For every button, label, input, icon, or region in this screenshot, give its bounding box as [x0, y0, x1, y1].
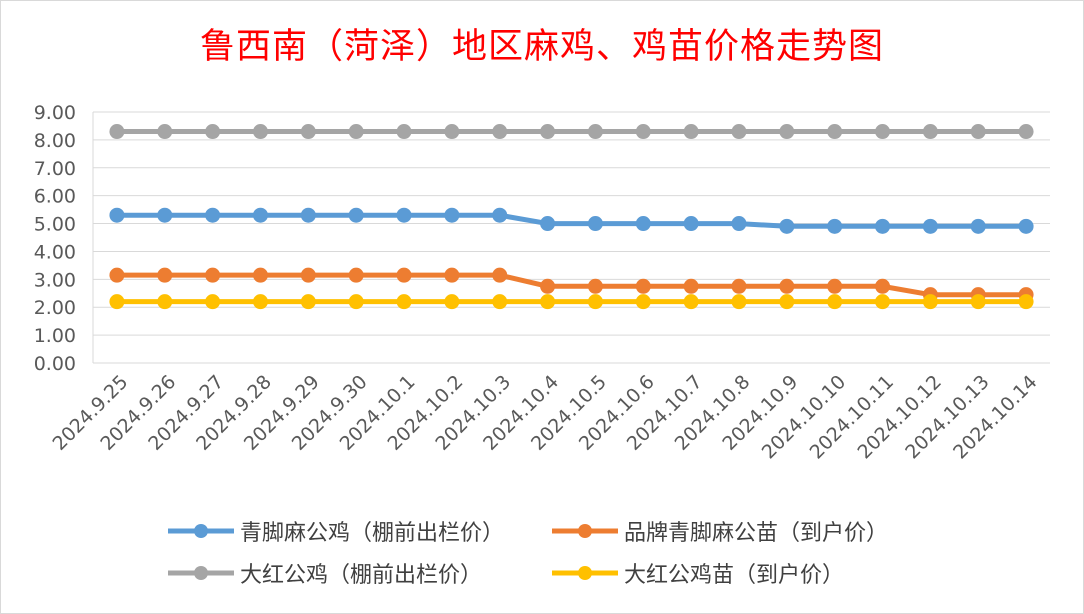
- data-point-2: [252, 267, 268, 283]
- y-tick-label: 2.00: [34, 297, 76, 319]
- data-point-1: [875, 218, 891, 234]
- y-tick-label: 0.00: [34, 353, 76, 375]
- data-point-4: [492, 294, 508, 310]
- data-point-4: [540, 294, 556, 310]
- data-point-1: [683, 216, 699, 232]
- data-point-2: [348, 267, 364, 283]
- y-tick-label: 1.00: [34, 325, 76, 347]
- data-point-3: [396, 124, 412, 140]
- data-point-2: [396, 267, 412, 283]
- data-point-1: [540, 216, 556, 232]
- data-point-2: [157, 267, 173, 283]
- data-point-4: [779, 294, 795, 310]
- data-point-4: [587, 294, 603, 310]
- data-point-2: [875, 278, 891, 294]
- data-point-1: [731, 216, 747, 232]
- data-point-3: [827, 124, 843, 140]
- data-point-3: [109, 124, 125, 140]
- data-point-1: [827, 218, 843, 234]
- data-point-2: [540, 278, 556, 294]
- data-point-4: [635, 294, 651, 310]
- data-point-1: [779, 218, 795, 234]
- data-point-3: [683, 124, 699, 140]
- data-point-2: [779, 278, 795, 294]
- data-point-1: [348, 207, 364, 223]
- data-point-1: [1018, 218, 1034, 234]
- data-point-4: [1018, 294, 1034, 310]
- y-tick-label: 4.00: [34, 241, 76, 263]
- data-point-3: [540, 124, 556, 140]
- data-point-3: [492, 124, 508, 140]
- y-tick-label: 9.00: [34, 102, 76, 124]
- data-point-3: [587, 124, 603, 140]
- data-point-2: [444, 267, 460, 283]
- data-point-4: [970, 294, 986, 310]
- data-point-2: [300, 267, 316, 283]
- data-point-3: [444, 124, 460, 140]
- data-point-3: [875, 124, 891, 140]
- data-point-2: [731, 278, 747, 294]
- y-tick-label: 3.00: [34, 269, 76, 291]
- data-point-1: [970, 218, 986, 234]
- data-point-4: [396, 294, 412, 310]
- data-point-3: [731, 124, 747, 140]
- data-point-2: [205, 267, 221, 283]
- y-tick-label: 7.00: [34, 158, 76, 180]
- data-point-4: [252, 294, 268, 310]
- data-point-1: [300, 207, 316, 223]
- data-point-2: [683, 278, 699, 294]
- data-point-1: [922, 218, 938, 234]
- data-point-4: [683, 294, 699, 310]
- data-point-4: [875, 294, 891, 310]
- data-point-3: [779, 124, 795, 140]
- series-line-1: [114, 212, 1029, 229]
- data-point-1: [157, 207, 173, 223]
- data-point-4: [205, 294, 221, 310]
- data-point-1: [205, 207, 221, 223]
- data-point-3: [300, 124, 316, 140]
- data-point-4: [109, 294, 125, 310]
- data-point-2: [635, 278, 651, 294]
- data-point-1: [492, 207, 508, 223]
- data-point-1: [252, 207, 268, 223]
- data-point-2: [492, 267, 508, 283]
- data-point-1: [444, 207, 460, 223]
- data-point-2: [827, 278, 843, 294]
- data-point-1: [635, 216, 651, 232]
- data-point-4: [348, 294, 364, 310]
- data-point-4: [300, 294, 316, 310]
- data-point-1: [396, 207, 412, 223]
- y-tick-label: 8.00: [34, 130, 76, 152]
- data-point-3: [348, 124, 364, 140]
- data-point-4: [922, 294, 938, 310]
- data-point-1: [109, 207, 125, 223]
- data-point-4: [827, 294, 843, 310]
- y-tick-label: 5.00: [34, 214, 76, 236]
- chart-title: 鲁西南（菏泽）地区麻鸡、鸡苗价格走势图: [199, 27, 884, 67]
- data-point-4: [157, 294, 173, 310]
- series-line-2: [114, 272, 1029, 298]
- data-point-1: [587, 216, 603, 232]
- data-point-4: [444, 294, 460, 310]
- data-point-3: [252, 124, 268, 140]
- data-point-3: [922, 124, 938, 140]
- data-point-3: [635, 124, 651, 140]
- data-point-3: [157, 124, 173, 140]
- data-point-2: [587, 278, 603, 294]
- data-point-2: [109, 267, 125, 283]
- y-tick-label: 6.00: [34, 186, 76, 208]
- data-point-3: [1018, 124, 1034, 140]
- data-point-3: [970, 124, 986, 140]
- data-point-4: [731, 294, 747, 310]
- data-point-3: [205, 124, 221, 140]
